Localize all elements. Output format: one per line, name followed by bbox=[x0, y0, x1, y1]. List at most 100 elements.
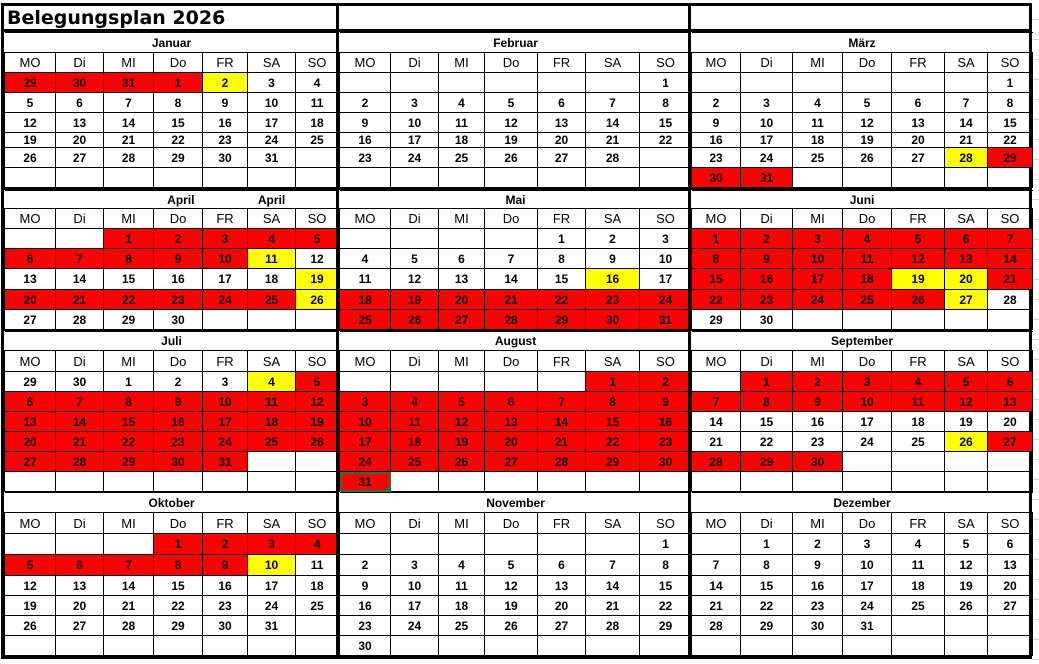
day-cell[interactable]: 13 bbox=[438, 268, 485, 290]
day-cell[interactable]: 22 bbox=[691, 289, 741, 310]
weekday-header-so[interactable]: SO bbox=[294, 52, 340, 73]
day-cell[interactable]: 20 bbox=[986, 575, 1034, 596]
day-cell[interactable]: 3 bbox=[247, 72, 296, 93]
day-cell[interactable]: 17 bbox=[740, 132, 793, 148]
day-cell[interactable]: 27 bbox=[891, 147, 945, 168]
empty-day-cell[interactable] bbox=[691, 371, 741, 392]
empty-day-cell[interactable] bbox=[339, 228, 391, 249]
day-cell[interactable]: 11 bbox=[438, 575, 485, 596]
weekday-header-fr[interactable]: FR bbox=[891, 350, 945, 372]
day-cell[interactable]: 31 bbox=[639, 309, 692, 330]
empty-day-cell[interactable] bbox=[537, 72, 586, 93]
day-cell[interactable]: 30 bbox=[638, 451, 693, 472]
day-cell[interactable]: 28 bbox=[585, 147, 640, 168]
day-cell[interactable]: 21 bbox=[986, 268, 1034, 290]
day-cell[interactable]: 6 bbox=[944, 228, 988, 249]
month-name[interactable]: August bbox=[339, 331, 692, 351]
empty-day-cell[interactable] bbox=[153, 635, 203, 656]
day-cell[interactable]: 8 bbox=[153, 554, 203, 576]
day-cell[interactable]: 30 bbox=[55, 371, 104, 392]
day-cell[interactable]: 24 bbox=[390, 615, 439, 636]
day-cell[interactable]: 18 bbox=[247, 268, 296, 290]
weekday-header-sa[interactable]: SA bbox=[585, 52, 640, 73]
day-cell[interactable]: 7 bbox=[944, 92, 988, 113]
fill-handle[interactable] bbox=[386, 487, 390, 491]
day-cell[interactable]: 27 bbox=[55, 615, 104, 636]
empty-day-cell[interactable] bbox=[986, 615, 1034, 636]
day-cell[interactable]: 20 bbox=[4, 431, 56, 452]
day-cell[interactable]: 29 bbox=[4, 72, 56, 93]
day-cell[interactable]: 22 bbox=[740, 431, 793, 452]
weekday-header-mi[interactable]: MI bbox=[792, 52, 843, 73]
day-cell[interactable]: 6 bbox=[986, 533, 1034, 555]
day-cell[interactable]: 25 bbox=[247, 431, 296, 452]
day-cell[interactable]: 4 bbox=[294, 533, 340, 555]
day-cell[interactable]: 10 bbox=[339, 411, 391, 432]
day-cell[interactable]: 4 bbox=[247, 371, 296, 392]
day-cell[interactable]: 26 bbox=[944, 595, 988, 616]
day-cell[interactable]: 13 bbox=[986, 391, 1034, 412]
day-cell[interactable]: 14 bbox=[986, 248, 1034, 269]
day-cell[interactable]: 2 bbox=[792, 371, 843, 392]
day-cell[interactable]: 25 bbox=[294, 595, 340, 616]
empty-day-cell[interactable] bbox=[537, 635, 586, 656]
empty-day-cell[interactable] bbox=[944, 471, 988, 492]
day-cell[interactable]: 26 bbox=[484, 147, 538, 168]
weekday-header-so[interactable]: SO bbox=[986, 208, 1034, 229]
day-cell[interactable]: 19 bbox=[842, 132, 892, 148]
weekday-header-do[interactable]: Do bbox=[842, 52, 892, 73]
day-cell[interactable]: 13 bbox=[537, 575, 586, 596]
day-cell[interactable]: 28 bbox=[103, 615, 154, 636]
day-cell[interactable]: 1 bbox=[691, 228, 741, 249]
day-cell[interactable]: 26 bbox=[891, 289, 945, 310]
day-cell[interactable]: 24 bbox=[842, 431, 892, 452]
empty-day-cell[interactable] bbox=[202, 471, 248, 492]
weekday-header-mo[interactable]: MO bbox=[4, 52, 56, 73]
weekday-header-so[interactable]: SO bbox=[294, 512, 340, 534]
empty-day-cell[interactable] bbox=[294, 615, 340, 636]
day-cell[interactable]: 17 bbox=[339, 431, 391, 452]
day-cell[interactable]: 29 bbox=[103, 451, 154, 472]
day-cell[interactable]: 2 bbox=[202, 72, 248, 93]
day-cell[interactable]: 3 bbox=[740, 92, 793, 113]
day-cell[interactable]: 22 bbox=[537, 289, 586, 310]
day-cell[interactable]: 25 bbox=[438, 147, 485, 168]
empty-day-cell[interactable] bbox=[390, 371, 439, 392]
day-cell[interactable]: 14 bbox=[103, 112, 154, 133]
day-cell[interactable]: 23 bbox=[153, 431, 203, 452]
day-cell[interactable]: 10 bbox=[202, 391, 248, 412]
day-cell[interactable]: 30 bbox=[585, 309, 640, 330]
day-cell[interactable]: 15 bbox=[740, 411, 793, 432]
empty-day-cell[interactable] bbox=[585, 471, 640, 492]
day-cell[interactable]: 17 bbox=[639, 268, 692, 290]
month-name-cell[interactable]: April bbox=[153, 190, 203, 209]
weekday-header-so[interactable]: SO bbox=[295, 350, 339, 372]
month-name[interactable]: März bbox=[691, 32, 1033, 53]
day-cell[interactable]: 7 bbox=[103, 554, 154, 576]
empty-day-cell[interactable] bbox=[691, 471, 741, 492]
weekday-header-so[interactable]: SO bbox=[638, 52, 693, 73]
day-cell[interactable]: 21 bbox=[103, 595, 154, 616]
empty-day-cell[interactable] bbox=[638, 147, 693, 168]
day-cell[interactable]: 21 bbox=[944, 132, 988, 148]
weekday-header-do[interactable]: Do bbox=[842, 512, 892, 534]
day-cell[interactable]: 16 bbox=[585, 268, 640, 290]
day-cell[interactable]: 24 bbox=[339, 451, 391, 472]
month-name[interactable]: September bbox=[691, 331, 1033, 351]
day-cell[interactable]: 30 bbox=[202, 615, 248, 636]
empty-day-cell[interactable] bbox=[339, 371, 391, 392]
weekday-header-sa[interactable]: SA bbox=[585, 512, 640, 534]
day-cell[interactable]: 8 bbox=[638, 554, 693, 576]
day-cell[interactable]: 25 bbox=[842, 289, 892, 310]
month-name-cell[interactable] bbox=[55, 190, 104, 209]
empty-day-cell[interactable] bbox=[484, 72, 538, 93]
day-cell[interactable]: 28 bbox=[585, 615, 640, 636]
weekday-header-fr[interactable]: FR bbox=[537, 208, 586, 229]
day-cell[interactable]: 12 bbox=[891, 248, 945, 269]
empty-day-cell[interactable] bbox=[638, 471, 693, 492]
day-cell[interactable]: 19 bbox=[4, 132, 56, 148]
day-cell[interactable]: 3 bbox=[202, 371, 248, 392]
empty-day-cell[interactable] bbox=[842, 309, 892, 330]
day-cell[interactable]: 30 bbox=[740, 309, 793, 330]
day-cell[interactable]: 29 bbox=[153, 147, 203, 168]
